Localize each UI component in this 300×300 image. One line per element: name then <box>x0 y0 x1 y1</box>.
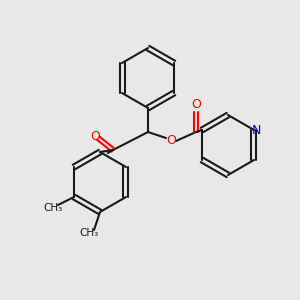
Text: O: O <box>166 134 176 146</box>
Text: CH₃: CH₃ <box>44 203 63 213</box>
Text: O: O <box>191 98 201 112</box>
Text: N: N <box>251 124 261 136</box>
Text: O: O <box>90 130 100 142</box>
Text: CH₃: CH₃ <box>80 228 99 238</box>
